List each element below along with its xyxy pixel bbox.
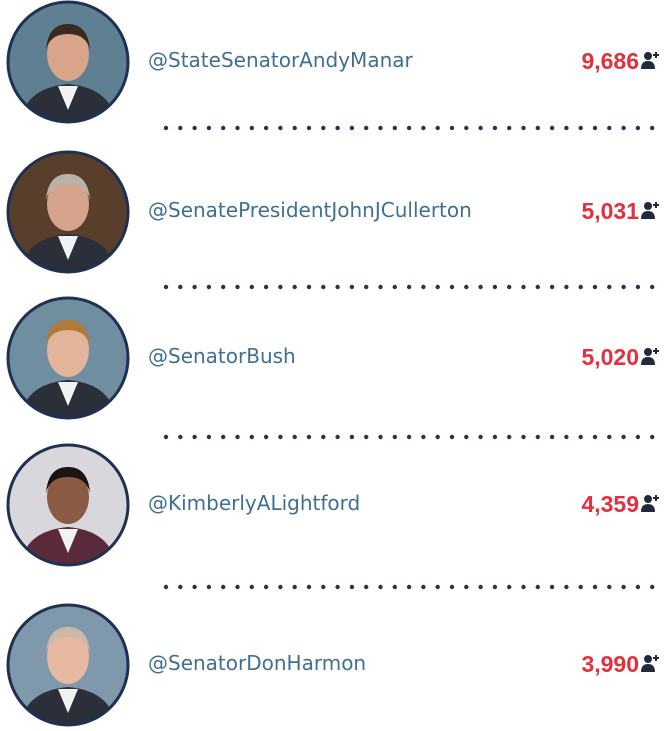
- profile-photo: [6, 0, 130, 124]
- account-handle: @KimberlyALightford: [148, 491, 361, 515]
- account-row: @SenatorBush 5,020: [0, 293, 667, 423]
- follower-count: 3,990: [581, 651, 639, 677]
- account-handle: @SenatePresidentJohnJCullerton: [148, 198, 472, 222]
- dotted-divider: [163, 125, 655, 131]
- dotted-divider: [163, 434, 655, 440]
- follower-icon: [641, 348, 659, 365]
- follower-icon: [641, 202, 659, 219]
- account-row: @KimberlyALightford 4,359: [0, 440, 667, 570]
- account-handle: @SenatorBush: [148, 344, 296, 368]
- profile-photo: [6, 443, 130, 567]
- account-row: @SenatorDonHarmon 3,990: [0, 600, 667, 730]
- account-row: @SenatePresidentJohnJCullerton 5,031: [0, 147, 667, 277]
- profile-photo: [6, 296, 130, 420]
- account-handle: @StateSenatorAndyManar: [148, 48, 413, 72]
- profile-photo: [6, 150, 130, 274]
- follower-count: 5,020: [581, 344, 639, 370]
- follower-count: 9,686: [581, 48, 639, 74]
- follower-count: 4,359: [581, 491, 639, 517]
- dotted-divider: [163, 584, 655, 590]
- dotted-divider: [163, 284, 655, 290]
- follower-icon: [641, 495, 659, 512]
- follower-icon: [641, 52, 659, 69]
- profile-photo: [6, 603, 130, 727]
- follower-count: 5,031: [581, 198, 639, 224]
- follower-icon: [641, 655, 659, 672]
- account-row: @StateSenatorAndyManar 9,686: [0, 0, 667, 127]
- account-handle: @SenatorDonHarmon: [148, 651, 367, 675]
